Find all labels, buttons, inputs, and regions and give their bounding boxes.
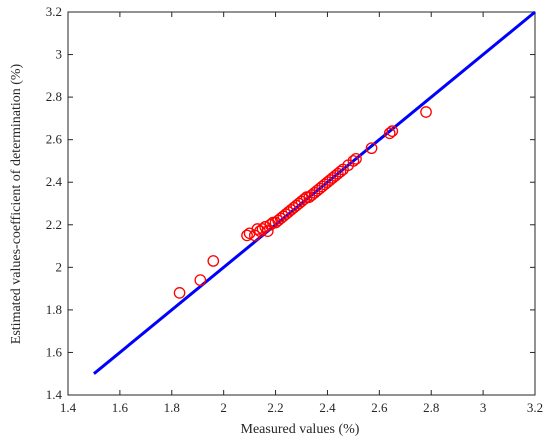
x-tick-label: 1.8: [164, 400, 180, 415]
x-tick-label: 2.4: [319, 400, 336, 415]
data-point: [350, 152, 362, 165]
fit-line: [92, 10, 536, 375]
x-tick-label: 3: [480, 400, 487, 415]
x-tick-label: 2.2: [267, 400, 283, 415]
x-tick-label: 3.2: [527, 400, 543, 415]
data-points: [173, 106, 432, 299]
y-axis-label: Estimated values-coefficient of determin…: [9, 63, 24, 344]
data-point: [420, 106, 432, 118]
data-point: [173, 287, 186, 299]
data-point: [347, 155, 360, 167]
data-point: [386, 125, 399, 138]
y-tick-label: 2.4: [46, 174, 63, 189]
data-point: [207, 255, 220, 267]
x-tick-label: 1.6: [112, 400, 129, 415]
data-point: [334, 165, 347, 178]
data-point: [194, 274, 207, 286]
data-point: [365, 142, 378, 155]
y-tick-label: 1.4: [46, 387, 63, 402]
x-tick-label: 2.8: [423, 400, 439, 415]
data-point: [241, 229, 253, 242]
y-tick-label: 2.2: [46, 217, 62, 232]
x-tick-label: 1.4: [60, 400, 77, 415]
x-tick-label: 2: [220, 400, 227, 415]
data-point: [383, 127, 396, 140]
x-tick-label: 2.6: [371, 400, 388, 415]
y-axis-ticks: 1.4 1.6 1.8 2 2.2 2.4 2.6 2.8 3 3.2: [46, 4, 535, 402]
y-tick-label: 1.6: [46, 344, 63, 359]
diagonal-line: [92, 10, 536, 375]
x-axis-ticks: 1.4 1.6 1.8 2 2.2 2.4 2.6 2.8 3 3.2: [60, 12, 543, 415]
y-tick-label: 3: [56, 47, 63, 62]
data-point: [261, 225, 274, 238]
y-tick-label: 2: [56, 259, 63, 274]
y-tick-label: 2.8: [46, 89, 62, 104]
y-tick-label: 1.8: [46, 302, 62, 317]
y-tick-label: 2.6: [46, 132, 63, 147]
x-axis-label: Measured values (%): [241, 422, 360, 437]
y-tick-label: 3.2: [46, 4, 62, 19]
